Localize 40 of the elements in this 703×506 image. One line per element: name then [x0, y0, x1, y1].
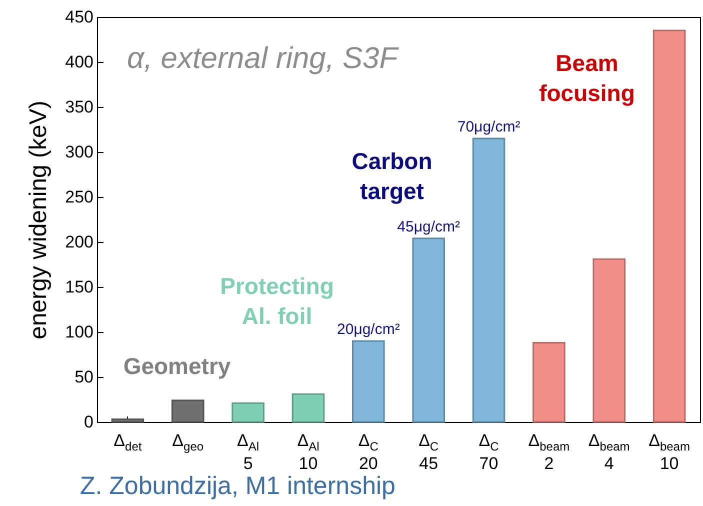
bar	[412, 238, 445, 423]
bar	[292, 393, 325, 423]
y-tick-label: 350	[65, 98, 94, 116]
x-tick-label: Δ$_{beam}$ 2	[528, 431, 570, 474]
annotation: 45μg/cm²	[397, 218, 460, 236]
x-tick-label: Δ$_{beam}$ 4	[588, 431, 630, 474]
x-tick-label: Δ$_{beam}$ 10	[648, 431, 690, 474]
bar	[472, 138, 506, 423]
bar	[171, 400, 204, 423]
annotation: 70μg/cm²	[457, 118, 520, 136]
text: α, external ring, S3F	[127, 42, 400, 75]
bar	[532, 342, 566, 423]
y-tick-label: 300	[65, 142, 94, 162]
bar	[592, 258, 626, 423]
annotation: Geometry	[123, 353, 231, 379]
bar	[352, 340, 385, 423]
bar	[232, 402, 264, 423]
x-tick-label: Δ$_{det}$	[114, 431, 142, 456]
y-tick-label: 400	[65, 52, 94, 72]
annotation: Beam focusing	[539, 50, 635, 106]
y-tick-label: 0	[84, 412, 94, 432]
x-tick-label: Δ$_{C}$ 70	[478, 431, 499, 474]
y-tick-label: 450	[65, 8, 94, 26]
text: Z. Zobundzija, M1 internship	[80, 472, 396, 501]
bar	[652, 30, 686, 423]
y-tick-label: 150	[65, 278, 94, 296]
x-tick-label: Δ$_{Al}$ 10	[297, 431, 320, 474]
x-tick-label: Δ$_{Al}$ 5	[237, 431, 260, 474]
x-tick-label: Δ$_{geo}$	[172, 431, 204, 456]
bar	[111, 418, 144, 423]
annotation: 20μg/cm²	[336, 321, 400, 338]
x-tick-label: Δ$_{C}$ 20	[358, 431, 378, 474]
annotation: Carbon target	[352, 148, 432, 204]
y-tick-label: 50	[74, 368, 94, 386]
y-tick-label: 100	[65, 322, 94, 342]
y-axis-title: energy widening (keV)	[25, 100, 52, 340]
y-tick-label: 200	[65, 232, 94, 252]
y-tick-label: 250	[65, 188, 94, 206]
annotation: Protecting Al. foil	[220, 273, 334, 329]
x-tick-label: Δ$_{C}$ 45	[418, 431, 439, 474]
